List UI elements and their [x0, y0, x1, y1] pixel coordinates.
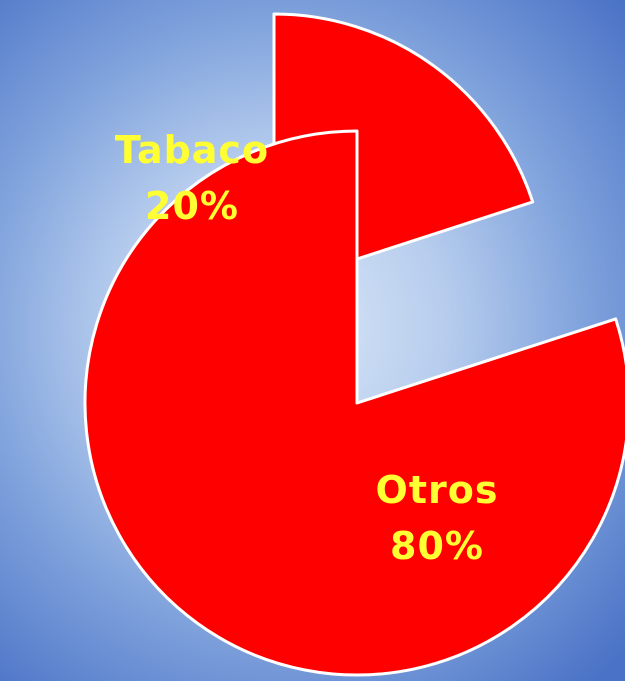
slice-label-tabaco: Tabaco — [115, 128, 269, 172]
slices-layer — [83, 12, 625, 677]
pie-slice-otros — [83, 129, 625, 677]
slice-value-tabaco: 20% — [145, 184, 239, 228]
slice-value-otros: 80% — [390, 524, 484, 568]
labels-layer: Tabaco 20% Otros 80% — [115, 128, 499, 568]
slice-label-otros: Otros — [376, 468, 499, 512]
